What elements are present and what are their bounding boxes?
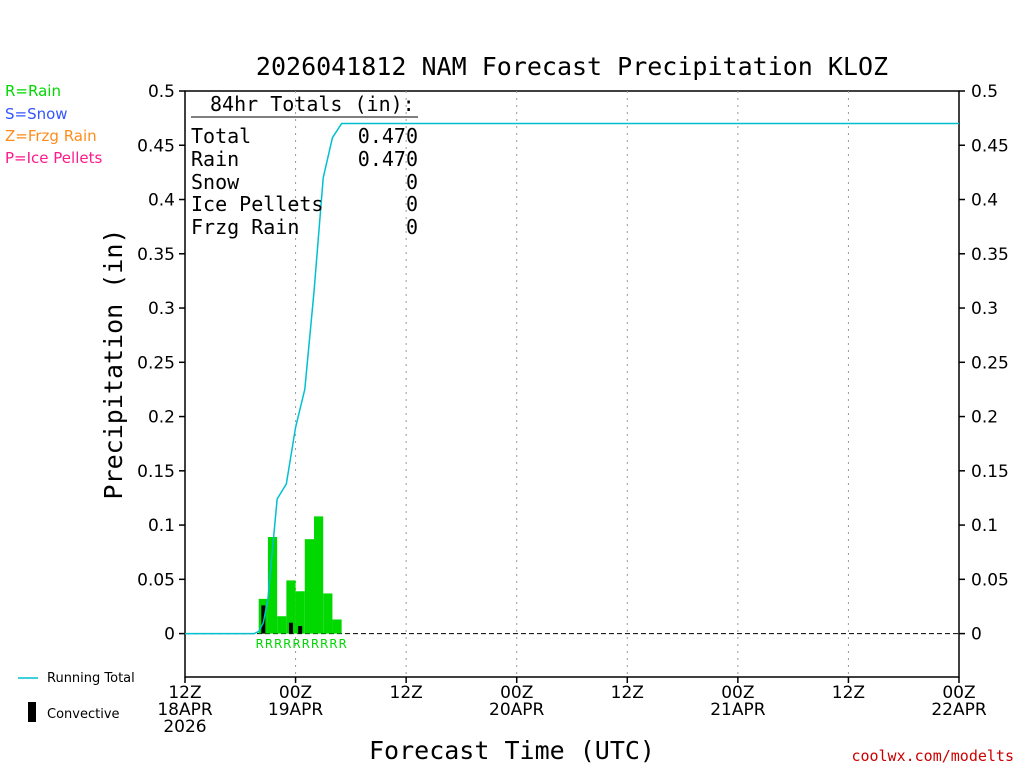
y-axis-left: 0 0.05 0.1 0.15 0.2 0.25 0.3 0.35 0.4 0.45 0.5 [137, 82, 185, 645]
y-axis-label: Precipitation (in) [99, 229, 128, 500]
x-tick-label: 20APR [489, 700, 545, 720]
precip-type-marker: R [265, 637, 273, 651]
x-tick-label: 00Z [279, 683, 312, 703]
precip-type-marker: R [329, 637, 337, 651]
y-tick-label-right: 0.35 [971, 245, 1009, 265]
y-tick-label-right: 0.3 [971, 299, 998, 319]
y-tick-label-left: 0.5 [148, 82, 175, 102]
legend-frzg-rain: Z=Frzg Rain [5, 127, 97, 145]
y-tick-label-left: 0.4 [148, 191, 175, 211]
x-tick-label: 00Z [500, 683, 533, 703]
y-tick-label-left: 0.2 [148, 408, 175, 428]
totals-label-ice-pellets: Ice Pellets [191, 192, 323, 216]
precip-type-marker: R [256, 637, 264, 651]
precip-type-marker: R [274, 637, 282, 651]
totals-label-rain: Rain [191, 147, 239, 171]
y-tick-label-right: 0.5 [971, 82, 998, 102]
y-tick-label-left: 0.05 [137, 570, 175, 590]
convective-bar [298, 625, 303, 634]
totals-value-total: 0.470 [358, 124, 418, 148]
rain-bars [258, 516, 342, 634]
running-total-line [185, 122, 959, 635]
rain-bar [332, 619, 342, 634]
precip-type-marker: R [320, 637, 328, 651]
x-tick-label: 18APR [157, 700, 213, 720]
y-tick-label-left: 0 [164, 625, 175, 645]
x-tick-label: 00Z [721, 683, 754, 703]
legend-convective: Convective [47, 707, 120, 722]
y-tick-label-left: 0.35 [137, 245, 175, 265]
legend-rain: R=Rain [5, 82, 61, 100]
rain-bar [286, 580, 296, 634]
vertical-grid [295, 91, 849, 677]
y-tick-label-right: 0.05 [971, 570, 1009, 590]
legend-convective-swatch [28, 702, 36, 722]
rain-bar [323, 593, 333, 634]
y-tick-label-right: 0.1 [971, 516, 998, 536]
y-axis-right: 0 0.05 0.1 0.15 0.2 0.25 0.3 0.35 0.4 0.45 0.5 [959, 82, 1009, 645]
precip-type-marker: R [311, 637, 319, 651]
convective-bar [288, 622, 293, 634]
x-axis-label: Forecast Time (UTC) [369, 736, 655, 765]
legend-running-total: Running Total [47, 671, 135, 686]
rain-bar [314, 516, 324, 634]
x-tick-label: 21APR [710, 700, 766, 720]
totals-box: 84hr Totals (in): Total 0.470 Rain 0.470… [191, 92, 418, 239]
legend-ice-pellets: P=Ice Pellets [5, 149, 102, 167]
totals-value-ice-pellets: 0 [406, 192, 418, 216]
rain-bar [277, 616, 287, 634]
totals-value-frzg-rain: 0 [406, 215, 418, 239]
y-tick-label-right: 0.4 [971, 191, 998, 211]
rain-bar [295, 591, 305, 634]
precip-type-marker: R [283, 637, 291, 651]
precip-type-marker: R [292, 637, 300, 651]
totals-heading: 84hr Totals (in): [210, 92, 415, 116]
legend-snow: S=Snow [5, 105, 68, 123]
credit-text: coolwx.com/modelts [851, 747, 1014, 765]
totals-value-rain: 0.470 [358, 147, 418, 171]
x-tick-label: 12Z [832, 683, 865, 703]
running-total-polyline [185, 122, 959, 635]
y-tick-label-right: 0.15 [971, 462, 1009, 482]
y-tick-label-left: 0.1 [148, 516, 175, 536]
x-tick-label: 2026 [163, 717, 206, 737]
x-tick-label: 19APR [268, 700, 324, 720]
y-tick-label-left: 0.25 [137, 353, 175, 373]
y-tick-label-right: 0.2 [971, 408, 998, 428]
x-tick-label: 12Z [390, 683, 423, 703]
totals-label-frzg-rain: Frzg Rain [191, 215, 299, 239]
x-tick-label: 12Z [168, 683, 201, 703]
y-tick-label-right: 0.45 [971, 136, 1009, 156]
x-tick-label: 22APR [931, 700, 987, 720]
plot-frame [184, 90, 960, 678]
totals-value-snow: 0 [406, 170, 418, 194]
y-tick-label-right: 0.25 [971, 353, 1009, 373]
totals-label-snow: Snow [191, 170, 240, 194]
y-tick-label-right: 0 [971, 625, 982, 645]
y-tick-label-left: 0.15 [137, 462, 175, 482]
precip-type-marker: R [302, 637, 310, 651]
precip-type-marker: R [338, 637, 346, 651]
y-tick-label-left: 0.3 [148, 299, 175, 319]
x-tick-label: 00Z [942, 683, 975, 703]
x-tick-label: 12Z [611, 683, 644, 703]
rain-bar [267, 537, 278, 634]
chart-title: 2026041812 NAM Forecast Precipitation KL… [256, 52, 888, 81]
totals-label-total: Total [191, 124, 251, 148]
rain-bar [304, 539, 314, 634]
y-tick-label-left: 0.45 [137, 136, 175, 156]
